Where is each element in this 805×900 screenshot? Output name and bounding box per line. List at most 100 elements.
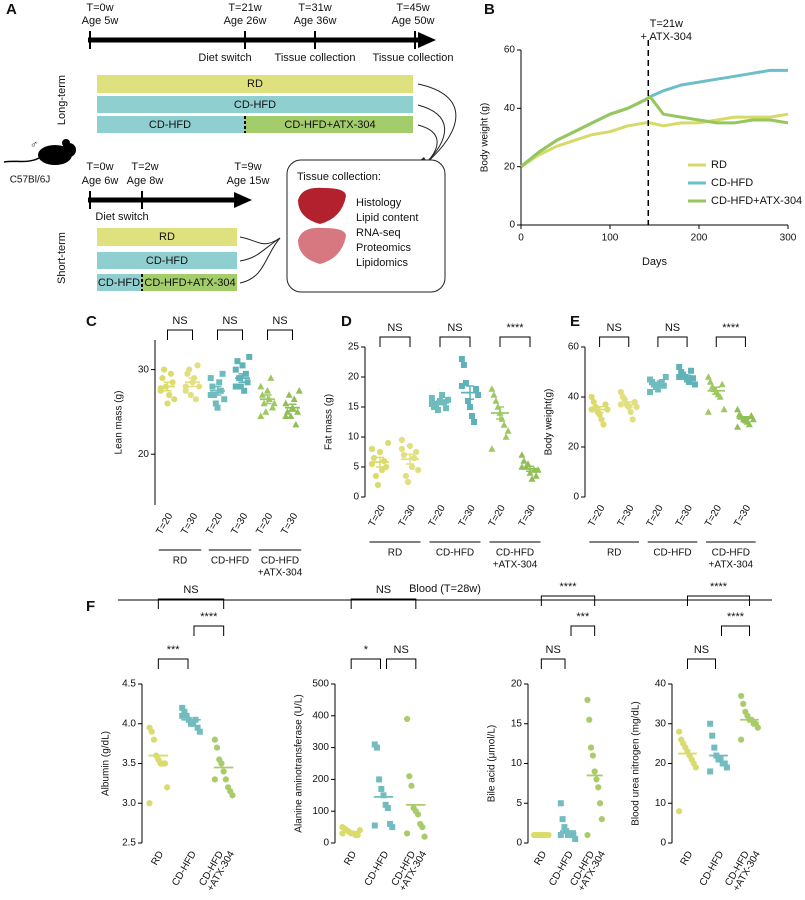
error-bar bbox=[526, 465, 534, 472]
group-label: RD bbox=[388, 548, 402, 559]
data-point bbox=[218, 760, 225, 767]
y-tick-label: 40 bbox=[568, 392, 580, 403]
data-point bbox=[222, 776, 229, 783]
data-point bbox=[354, 831, 361, 839]
y-tick-label: 10 bbox=[655, 798, 667, 809]
age: Age 6w bbox=[82, 175, 119, 187]
significance-label: NS bbox=[183, 584, 198, 596]
y-tick-label: 200 bbox=[312, 774, 329, 785]
x-tick-label: T=20 bbox=[487, 503, 508, 529]
data-point bbox=[406, 442, 414, 450]
data-point bbox=[159, 374, 166, 382]
data-point bbox=[257, 412, 265, 419]
data-point bbox=[676, 364, 683, 370]
diet-label: CD-HFD+ATX-304 bbox=[144, 277, 235, 289]
data-point bbox=[400, 451, 408, 459]
connector bbox=[417, 104, 446, 166]
data-point bbox=[285, 391, 293, 398]
y-tick-label: 30 bbox=[655, 718, 667, 729]
data-point bbox=[376, 776, 383, 783]
y-tick-label: 3.5 bbox=[122, 758, 136, 769]
data-point bbox=[410, 454, 418, 462]
data-point bbox=[267, 374, 275, 381]
y-axis-label: Body weight (g) bbox=[480, 103, 491, 172]
data-point bbox=[500, 421, 508, 428]
y-tick-label: 5 bbox=[353, 462, 359, 473]
data-point bbox=[181, 708, 188, 715]
y-tick-label: 40 bbox=[655, 679, 667, 690]
diet-bar bbox=[97, 116, 245, 133]
arrow-head bbox=[418, 32, 436, 48]
strain: C57Bl/6J bbox=[10, 175, 51, 186]
diet-bar bbox=[97, 274, 142, 291]
connector bbox=[417, 124, 438, 166]
x-tick-label: T=30 bbox=[397, 503, 418, 529]
y-tick-label: 3.0 bbox=[122, 798, 136, 809]
significance-bracket bbox=[599, 336, 630, 347]
x-tick-label: T=20 bbox=[154, 511, 175, 537]
x-tick-label: CD-HFD bbox=[363, 849, 392, 888]
group-label: CD-HFD bbox=[436, 548, 474, 559]
significance-bracket bbox=[715, 336, 746, 347]
data-point bbox=[524, 460, 532, 467]
data-point bbox=[595, 784, 602, 791]
group-label: +ATX-304 bbox=[709, 560, 754, 571]
x-tick-label: T=20 bbox=[367, 503, 388, 529]
y-axis-label: Blood urea nitrogen (mg/dL) bbox=[631, 701, 642, 826]
y-tick-label: 100 bbox=[312, 806, 329, 817]
data-point bbox=[194, 362, 201, 369]
y-tick-label: 20 bbox=[138, 449, 150, 460]
error-bar bbox=[653, 382, 662, 387]
data-point bbox=[213, 744, 221, 751]
data-point bbox=[598, 416, 605, 423]
data-point bbox=[593, 776, 600, 783]
significance-label: *** bbox=[167, 644, 181, 656]
data-point bbox=[428, 395, 435, 401]
assay: Lipidomics bbox=[356, 257, 408, 269]
y-tick-label: 20 bbox=[504, 161, 516, 172]
data-point bbox=[387, 820, 394, 827]
error-bar bbox=[288, 403, 297, 412]
error-bar bbox=[624, 401, 633, 408]
data-point bbox=[376, 448, 384, 456]
significance-label: NS bbox=[394, 644, 409, 656]
data-point bbox=[171, 396, 178, 403]
data-point bbox=[434, 407, 441, 413]
y-tick-label: 10 bbox=[511, 758, 523, 769]
data-point bbox=[518, 451, 526, 458]
significance-bracket bbox=[540, 595, 596, 606]
data-point bbox=[706, 378, 714, 385]
significance-bracket bbox=[157, 598, 225, 609]
data-point bbox=[570, 832, 577, 839]
x-tick-label: T=20 bbox=[586, 503, 607, 529]
x-tick-label: 0 bbox=[518, 233, 524, 244]
data-point bbox=[718, 380, 726, 388]
significance-bracket bbox=[217, 329, 243, 340]
data-point bbox=[629, 416, 636, 423]
significance-label: NS bbox=[447, 322, 462, 334]
y-tick-label: 10 bbox=[348, 432, 360, 443]
data-point bbox=[237, 383, 244, 390]
timepoint: T=0w bbox=[86, 161, 113, 173]
data-point bbox=[711, 744, 718, 751]
data-point bbox=[282, 412, 290, 419]
data-point bbox=[584, 696, 591, 704]
data-point bbox=[404, 715, 411, 723]
data-point bbox=[196, 728, 203, 735]
diet-label: RD bbox=[159, 231, 175, 243]
data-point bbox=[264, 386, 271, 394]
x-tick-label: RD bbox=[679, 849, 696, 867]
data-point bbox=[196, 383, 203, 390]
arrow-head bbox=[234, 192, 252, 208]
diet-bar bbox=[97, 252, 237, 269]
data-point bbox=[211, 776, 218, 783]
data-point bbox=[458, 383, 465, 389]
data-point bbox=[627, 408, 634, 416]
data-point bbox=[464, 398, 471, 404]
diet-label: CD-HFD bbox=[146, 255, 188, 267]
legend-label: CD-HFD+ATX-304 bbox=[711, 195, 802, 207]
x-tick-label: RD bbox=[532, 849, 549, 867]
liver-icon bbox=[298, 187, 346, 224]
y-axis-label: Fat mass (g) bbox=[324, 394, 335, 450]
data-point bbox=[590, 398, 597, 406]
